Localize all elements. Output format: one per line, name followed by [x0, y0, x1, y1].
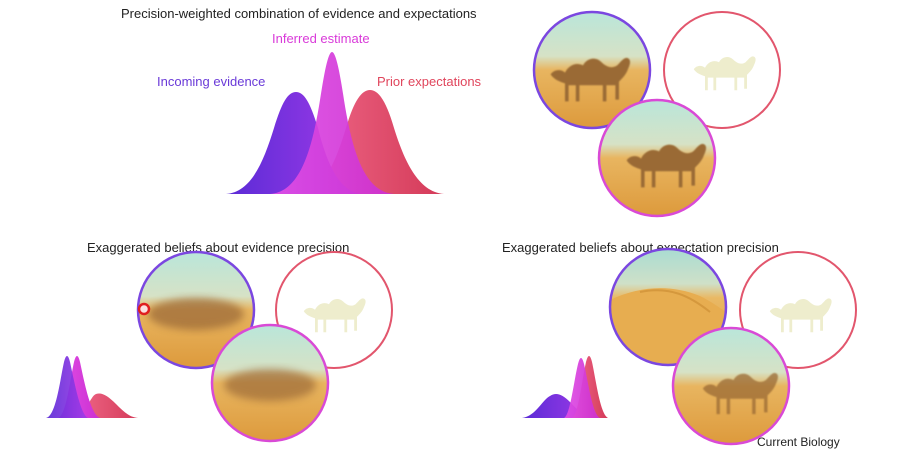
label-prior-expectations: Prior expectations: [377, 74, 482, 89]
red-circle-marker: [137, 302, 151, 316]
br-estimate-curve: [564, 358, 600, 418]
source-credit: Current Biology: [757, 435, 840, 449]
top-title: Precision-weighted combination of eviden…: [121, 6, 477, 21]
label-inferred-estimate: Inferred estimate: [272, 31, 370, 46]
top-prior-circle: [663, 11, 781, 129]
br-estimate-circle: [671, 326, 791, 446]
top-estimate-circle: [597, 98, 717, 218]
bottom-right-title: Exaggerated beliefs about expectation pr…: [502, 240, 779, 255]
bl-estimate-circle: [210, 323, 330, 443]
bottom-left-distributions: [46, 356, 140, 418]
bl-evidence-curve: [46, 356, 88, 418]
br-prior-circle: [739, 251, 857, 369]
inferred-estimate-curve: [270, 52, 394, 194]
bottom-left-title: Exaggerated beliefs about evidence preci…: [87, 240, 350, 255]
bottom-right-distributions: [522, 356, 608, 418]
label-incoming-evidence: Incoming evidence: [157, 74, 266, 89]
top-distributions: [226, 52, 444, 194]
